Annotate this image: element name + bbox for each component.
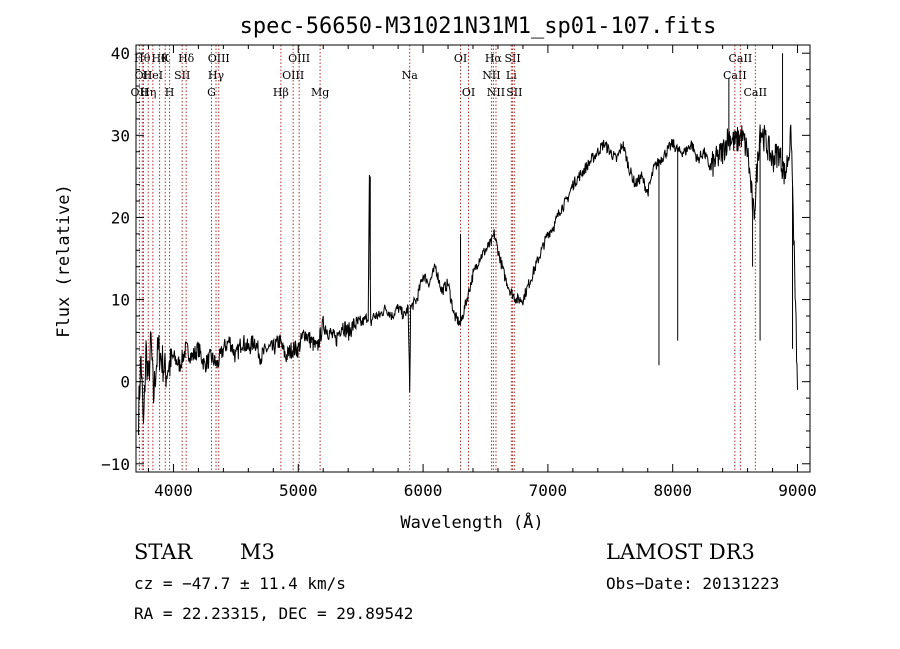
y-tick-label-4: 30	[111, 126, 130, 145]
axes: 4000 5000 6000 7000 8000 9000 −10 0 10 20 30 40	[101, 44, 817, 500]
line-label-14: OIII	[282, 69, 304, 82]
spectrum-line	[138, 124, 798, 436]
line-label-13: Hβ	[273, 86, 289, 99]
line-label-2: OII	[135, 69, 153, 82]
y-tick-label-1: 0	[120, 373, 130, 392]
line-label-9: Hδ	[178, 52, 195, 65]
line-label-5: Hθ	[151, 52, 168, 65]
line-markers: OIIHθOIIHηHeIHθKHSIIHδGHγOIIIHβOIIIOIIIM…	[131, 45, 767, 472]
object-type: STAR	[134, 540, 193, 564]
line-label-12: OIII	[208, 52, 230, 65]
line-label-25: SII	[506, 86, 522, 99]
line-label-18: OI	[454, 52, 467, 65]
chart-title: spec-56650-M31021N31M1_sp01-107.fits	[240, 14, 717, 39]
line-label-4: HeI	[143, 69, 163, 82]
line-label-26: CaII	[723, 69, 747, 82]
plot-frame	[135, 44, 811, 473]
y-axis-label: Flux (relative)	[54, 184, 74, 338]
line-label-10: G	[207, 86, 216, 99]
line-label-11: Hγ	[208, 69, 225, 82]
redshift-value: cz = −47.7 ± 11.4 km/s	[134, 574, 346, 593]
line-label-19: OI	[462, 86, 475, 99]
survey-name: LAMOST DR3	[606, 540, 755, 564]
line-label-17: Na	[402, 69, 419, 82]
y-tick-label-2: 10	[111, 291, 130, 310]
line-label-21: Hα	[485, 52, 503, 65]
x-axis-label: Wavelength (Å)	[400, 511, 543, 533]
x-tick-label-1: 5000	[279, 481, 318, 500]
x-tick-label-0: 4000	[154, 481, 193, 500]
coordinates: RA = 22.23315, DEC = 29.89542	[134, 604, 414, 623]
object-subclass: M3	[240, 540, 275, 564]
y-tick-label-3: 20	[111, 208, 130, 227]
line-label-15: OIII	[288, 52, 310, 65]
line-label-16: Mg	[311, 86, 329, 99]
x-tick-label-5: 9000	[778, 481, 817, 500]
x-tick-label-4: 8000	[653, 481, 692, 500]
line-label-8: SII	[174, 69, 190, 82]
line-label-7: H	[165, 86, 175, 99]
line-label-22: NII	[487, 86, 505, 99]
line-label-6: K	[161, 52, 170, 65]
y-tick-label-0: −10	[101, 455, 130, 474]
line-label-23: Li	[506, 69, 517, 82]
line-label-27: CaII	[729, 52, 753, 65]
y-tick-label-5: 40	[111, 44, 130, 63]
line-label-24: SII	[504, 52, 520, 65]
spectrum-series	[138, 53, 798, 436]
line-label-1: Hθ	[134, 52, 151, 65]
x-tick-label-3: 7000	[529, 481, 568, 500]
line-label-20: NII	[482, 69, 500, 82]
x-tick-label-2: 6000	[404, 481, 443, 500]
line-label-3: Hη	[140, 86, 156, 99]
line-label-0: OII	[131, 86, 149, 99]
observation-date: Obs−Date: 20131223	[606, 574, 780, 593]
line-label-28: CaII	[743, 86, 767, 99]
